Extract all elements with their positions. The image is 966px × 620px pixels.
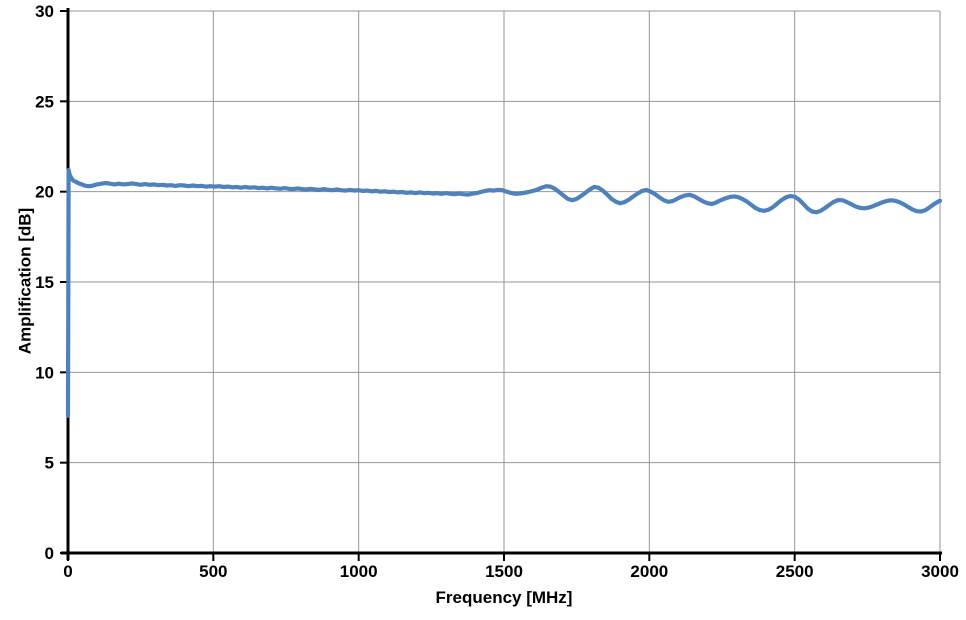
x-tick-label: 1000 bbox=[340, 562, 378, 581]
y-tick-label: 5 bbox=[45, 454, 54, 473]
y-tick-label: 10 bbox=[35, 363, 54, 382]
x-tick-label: 3000 bbox=[921, 562, 959, 581]
x-tick-label: 500 bbox=[199, 562, 227, 581]
x-tick-label: 1500 bbox=[485, 562, 523, 581]
x-tick-label: 2500 bbox=[776, 562, 814, 581]
y-tick-label: 30 bbox=[35, 2, 54, 21]
y-tick-label: 20 bbox=[35, 183, 54, 202]
x-axis-title: Frequency [MHz] bbox=[435, 588, 573, 607]
x-tick-label: 2000 bbox=[630, 562, 668, 581]
series-line-amplification bbox=[65, 167, 943, 418]
y-axis-title: Amplification [dB] bbox=[15, 207, 35, 355]
y-tick-label: 25 bbox=[35, 92, 54, 111]
x-tick-label: 0 bbox=[63, 562, 72, 581]
y-tick-label: 15 bbox=[35, 273, 54, 292]
y-tick-label: 0 bbox=[45, 544, 54, 563]
